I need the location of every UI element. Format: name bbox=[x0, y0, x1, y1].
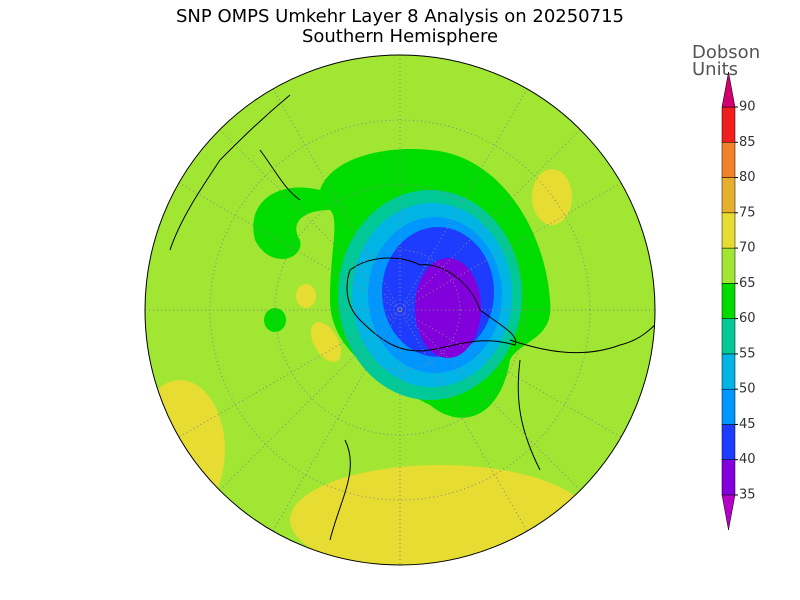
colorbar-tick-label: 60 bbox=[739, 311, 756, 326]
colorbar-tick-label: 65 bbox=[739, 276, 756, 291]
colorbar-segment bbox=[721, 424, 736, 460]
colorbar-tick-label: 35 bbox=[739, 488, 756, 503]
coastline bbox=[169, 94, 301, 251]
colorbar-under bbox=[721, 494, 736, 531]
colorbar-segment bbox=[721, 142, 736, 178]
colorbar-tick-label: 45 bbox=[739, 417, 756, 432]
colorbar-tick-label: 85 bbox=[739, 135, 756, 150]
polar-map bbox=[145, 55, 655, 565]
colorbar-segment bbox=[721, 283, 736, 319]
colorbar-tick-label: 50 bbox=[739, 382, 756, 397]
colorbar-segment bbox=[721, 212, 736, 249]
contour-region bbox=[415, 258, 481, 358]
colorbar-tick-label: 80 bbox=[739, 170, 756, 185]
coastline bbox=[346, 257, 517, 352]
colorbar-tick-label: 40 bbox=[739, 452, 756, 467]
colorbar-label: Dobson bbox=[692, 42, 760, 63]
latitude-line bbox=[339, 249, 461, 371]
colorbar-segment bbox=[721, 106, 736, 143]
title: SNP OMPS Umkehr Layer 8 Analysis on 2025… bbox=[176, 6, 624, 27]
colorbar-segment bbox=[721, 459, 736, 496]
colorbar-over bbox=[721, 71, 736, 108]
colorbar-segment bbox=[721, 247, 736, 284]
colorbar-segment bbox=[721, 388, 736, 425]
colorbar-segment bbox=[721, 353, 736, 390]
contour-region bbox=[532, 169, 572, 225]
colorbar: 35 40 45 50 55 60 65 70 75 80 85 90 bbox=[721, 71, 756, 531]
colorbar-tick-label: 70 bbox=[739, 241, 756, 256]
contour-region bbox=[145, 380, 225, 520]
contour-region bbox=[310, 322, 342, 362]
colorbar-tick-label: 90 bbox=[739, 100, 756, 115]
colorbar-label: Units bbox=[692, 59, 738, 80]
colorbar-tick-label: 55 bbox=[739, 346, 756, 361]
contour-region bbox=[264, 308, 286, 332]
colorbar-tick-label: 75 bbox=[739, 205, 756, 220]
subtitle: Southern Hemisphere bbox=[302, 26, 498, 47]
colorbar-segment bbox=[721, 177, 736, 214]
colorbar-segment bbox=[721, 318, 736, 355]
contour-region bbox=[296, 284, 316, 308]
coastline bbox=[329, 319, 655, 541]
map-border bbox=[144, 54, 656, 566]
